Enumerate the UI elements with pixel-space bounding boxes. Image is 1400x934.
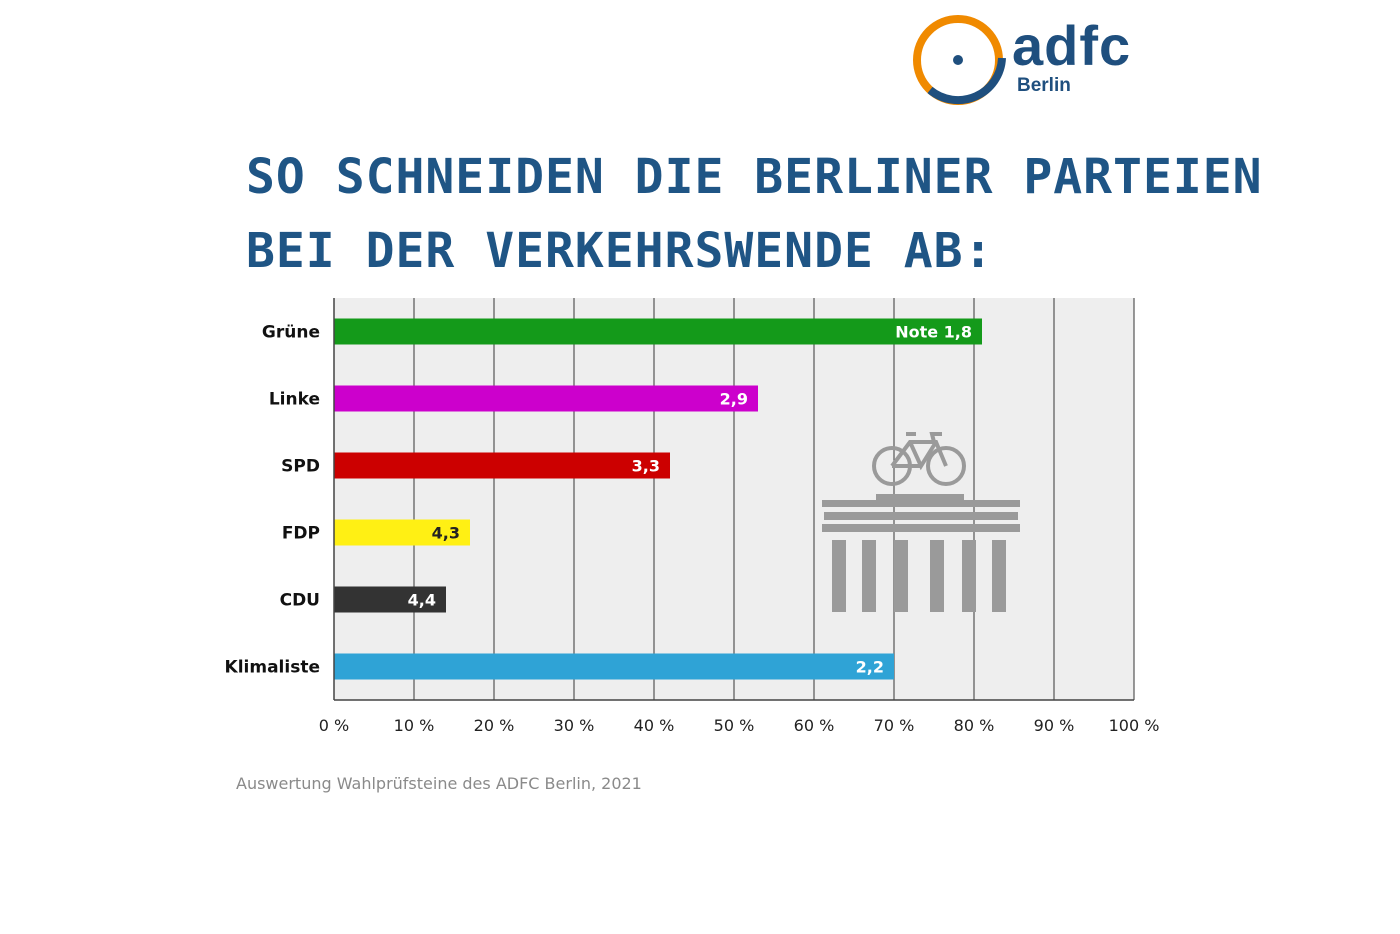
bars: Note 1,8 2,9 3,3 4,3 4,4 2,2 xyxy=(334,318,982,680)
brandenburg-gate-bicycle-icon xyxy=(822,432,1020,612)
grid-lines xyxy=(413,298,1135,700)
page-title-line-2: bei der Verkehrswende ab: xyxy=(246,223,994,279)
x-tick-label: 70 % xyxy=(874,716,915,735)
bar-value-label: 4,3 xyxy=(432,524,460,543)
x-tick-label: 60 % xyxy=(794,716,835,735)
category-label: FDP xyxy=(282,524,320,544)
category-label: CDU xyxy=(280,591,320,611)
category-label: SPD xyxy=(281,457,320,477)
page-title-line-1: So schneiden die Berliner Parteien xyxy=(246,149,1263,205)
logo-brand-text: adfc xyxy=(1012,14,1132,77)
page-title: So schneiden die Berliner Parteien bei d… xyxy=(246,140,1263,288)
category-label: Grüne xyxy=(262,323,320,343)
category-label: Klimaliste xyxy=(225,658,320,678)
bar-value-label: Note 1,8 xyxy=(895,323,972,342)
x-tick-label: 40 % xyxy=(634,716,675,735)
x-tick-label: 10 % xyxy=(394,716,435,735)
bar xyxy=(334,452,670,479)
category-labels: Grüne Linke SPD FDP CDU Klimaliste xyxy=(225,323,320,678)
category-label: Linke xyxy=(269,390,320,410)
x-tick-label: 30 % xyxy=(554,716,595,735)
x-tick-label: 50 % xyxy=(714,716,755,735)
bar xyxy=(334,653,894,680)
wheel-logo-icon xyxy=(913,15,1006,105)
bar xyxy=(334,586,446,613)
bar-value-label: 2,2 xyxy=(856,658,884,677)
x-tick-label: 80 % xyxy=(954,716,995,735)
bar xyxy=(334,318,982,345)
bar-value-label: 3,3 xyxy=(632,457,660,476)
logo-city-text: Berlin xyxy=(1017,75,1071,96)
x-tick-labels: 0 % 10 % 20 % 30 % 40 % 50 % 60 % 70 % 80 % 90 % 1… xyxy=(319,716,1160,735)
x-tick-label: 0 % xyxy=(319,716,349,735)
bar xyxy=(334,385,758,412)
x-tick-label: 100 % xyxy=(1109,716,1160,735)
source-note: Auswertung Wahlprüfsteine des ADFC Berli… xyxy=(236,774,642,793)
bar xyxy=(334,519,470,546)
adfc-logo xyxy=(910,12,1170,112)
bar-value-label: 4,4 xyxy=(408,591,436,610)
x-tick-label: 20 % xyxy=(474,716,515,735)
bar-value-label: 2,9 xyxy=(720,390,748,409)
x-tick-label: 90 % xyxy=(1034,716,1075,735)
